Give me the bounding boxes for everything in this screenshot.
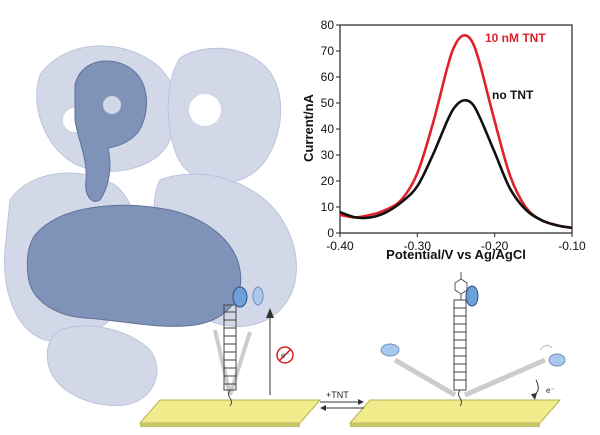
x-axis-label: Potential/V vs Ag/AgCl bbox=[386, 247, 526, 262]
electron-right-label: e⁻ bbox=[546, 386, 555, 395]
y-axis-label: Current/nA bbox=[301, 93, 316, 162]
y-tick-label: 10 bbox=[321, 200, 335, 214]
electron-left-label: e⁻ bbox=[281, 351, 290, 360]
y-tick-label: 70 bbox=[321, 44, 335, 58]
redox-label-icon bbox=[232, 286, 248, 308]
series-line-no-tnt bbox=[339, 98, 573, 230]
x-tick-label: -0.40 bbox=[326, 239, 354, 253]
x-axis-ticks: -0.40 -0.30 -0.20 -0.10 bbox=[326, 233, 586, 253]
y-tick-label: 40 bbox=[321, 122, 335, 136]
electrode-left bbox=[138, 399, 322, 427]
voltammogram-chart: 0 10 20 30 40 50 60 70 80 -0.40 -0.30 -0.20 -0.10 1… bbox=[301, 18, 586, 262]
tnt-arrow-label: +TNT bbox=[326, 390, 349, 400]
y-tick-label: 20 bbox=[321, 174, 335, 188]
dna-probe-right: e⁻ bbox=[380, 272, 566, 407]
series-layer bbox=[339, 34, 573, 230]
y-tick-label: 0 bbox=[327, 226, 334, 240]
antibody-dark-foreground bbox=[26, 60, 242, 327]
equilibrium-arrow: +TNT bbox=[320, 390, 364, 411]
x-tick-label: -0.30 bbox=[404, 239, 432, 253]
tnt-molecule-icon bbox=[454, 278, 468, 295]
plot-frame bbox=[339, 24, 573, 234]
series-label-tnt: 10 nM TNT bbox=[485, 31, 546, 45]
redox-label-icon-right bbox=[465, 285, 479, 307]
dna-probe-left: e⁻ bbox=[213, 286, 294, 407]
electrode-right bbox=[348, 399, 562, 427]
series-label-no-tnt: no TNT bbox=[492, 88, 534, 102]
y-tick-label: 50 bbox=[321, 96, 335, 110]
y-tick-label: 80 bbox=[321, 18, 335, 32]
y-tick-label: 30 bbox=[321, 148, 335, 162]
series-line-tnt bbox=[339, 34, 573, 230]
y-tick-label: 60 bbox=[321, 70, 335, 84]
x-tick-label: -0.20 bbox=[481, 239, 509, 253]
x-tick-label: -0.10 bbox=[558, 239, 586, 253]
y-axis-ticks: 0 10 20 30 40 50 60 70 80 bbox=[321, 18, 340, 240]
